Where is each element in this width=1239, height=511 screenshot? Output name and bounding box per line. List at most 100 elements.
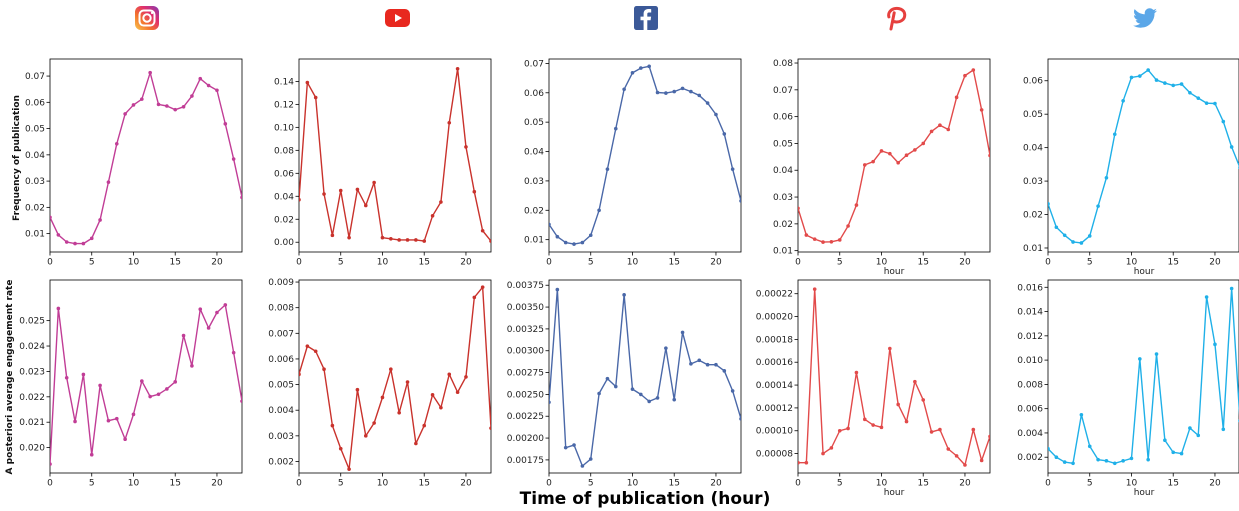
pinterest-icon xyxy=(887,6,907,31)
data-point xyxy=(804,233,809,237)
series-instagram-frequency xyxy=(50,70,242,246)
x-tick-label: 0 xyxy=(296,479,302,489)
y-tick-label: 0.08 xyxy=(773,59,793,69)
x-tick-label: 20 xyxy=(710,258,722,268)
y-tick-label: 0.00300 xyxy=(507,347,544,357)
y-tick-label: 0.05 xyxy=(773,139,793,149)
y-tick-label: 0.05 xyxy=(524,118,544,128)
x-axis-label: hour xyxy=(884,488,905,498)
data-point xyxy=(888,151,892,156)
x-tick-label: 15 xyxy=(418,479,429,489)
subplot-instagram-frequency: 0 5 10 15 20 0.01 0.02 0.03 0.04 0.05 0.06 0.07 xyxy=(25,58,243,268)
data-point xyxy=(798,206,800,211)
data-point xyxy=(714,112,718,117)
y-tick-label: 0.01 xyxy=(25,230,45,240)
data-point xyxy=(1087,234,1092,238)
data-point xyxy=(489,239,491,243)
data-point xyxy=(1112,132,1117,137)
data-point xyxy=(1129,75,1134,80)
subplot-instagram-engagement: 0 5 10 15 20 0.020 0.021 0.022 0.023 0.024 0.025 xyxy=(19,279,243,489)
x-tick-label: 10 xyxy=(1126,479,1138,489)
data-point xyxy=(1179,82,1184,86)
data-point xyxy=(1079,241,1084,245)
data-point xyxy=(106,180,111,184)
data-point xyxy=(1048,446,1050,451)
data-point xyxy=(372,421,376,425)
y-tick-label: 0.02 xyxy=(1023,211,1043,221)
x-tick-label: 15 xyxy=(169,479,180,489)
series-line xyxy=(549,288,741,467)
data-point xyxy=(1104,175,1109,180)
data-point xyxy=(472,295,477,300)
series-instagram-engagement xyxy=(50,303,242,466)
y-tick-label: 0.04 xyxy=(274,192,294,202)
y-tick-label: 0.00275 xyxy=(507,369,544,379)
data-point xyxy=(472,189,477,194)
x-tick-label: 20 xyxy=(460,258,472,268)
data-point xyxy=(730,389,735,393)
data-point xyxy=(480,285,485,289)
data-point xyxy=(798,460,800,465)
data-point xyxy=(555,234,560,239)
axes-frame xyxy=(49,279,243,474)
data-point xyxy=(1163,438,1167,443)
data-point xyxy=(664,91,668,95)
data-point xyxy=(430,393,435,397)
y-tick-label: 0.00020 xyxy=(756,313,793,323)
data-point xyxy=(148,394,152,399)
data-point xyxy=(140,379,144,383)
y-tick-label: 0.00022 xyxy=(756,290,793,300)
data-point xyxy=(1096,457,1100,462)
subplot-facebook-engagement: 0 5 10 15 20 0.00175 0.00200 0.00225 0.00250 0.00… xyxy=(507,279,742,489)
y-tick-label: 0.004 xyxy=(1017,429,1043,439)
data-point xyxy=(173,107,178,112)
data-point xyxy=(397,238,401,242)
data-point xyxy=(630,71,635,75)
data-point xyxy=(722,132,727,136)
data-point xyxy=(347,467,351,471)
data-point xyxy=(305,344,310,348)
data-point xyxy=(190,364,194,368)
data-point xyxy=(680,86,685,91)
data-point xyxy=(439,200,443,204)
data-point xyxy=(837,238,842,242)
data-point xyxy=(647,399,651,404)
data-point xyxy=(946,447,951,451)
data-point xyxy=(1229,286,1234,291)
data-point xyxy=(1071,461,1075,466)
data-point xyxy=(397,410,401,415)
data-point xyxy=(223,303,228,307)
axes-frame xyxy=(548,279,742,474)
data-point xyxy=(131,103,136,107)
x-tick-label: 0 xyxy=(1045,258,1051,268)
y-tick-label: 0.02 xyxy=(274,215,294,225)
series-line xyxy=(1048,69,1239,244)
y-tick-label: 0.021 xyxy=(19,418,45,428)
y-tick-label: 0.003 xyxy=(268,432,294,442)
data-point xyxy=(689,89,693,94)
x-tick-label: 0 xyxy=(1045,479,1051,489)
y-tick-label: 0.00 xyxy=(274,238,294,248)
data-point xyxy=(971,68,976,72)
x-tick-label: 10 xyxy=(128,258,140,268)
x-tick-label: 5 xyxy=(588,258,594,268)
y-tick-label: 0.012 xyxy=(1017,332,1043,342)
data-point xyxy=(1154,78,1159,82)
data-point xyxy=(422,239,427,243)
subplot-facebook-frequency: 0 5 10 15 20 0.01 0.02 0.03 0.04 0.05 0.06 0.07 xyxy=(524,58,742,268)
y-tick-label: 0.07 xyxy=(524,59,544,69)
series-twitter-frequency xyxy=(1048,68,1239,245)
data-point xyxy=(89,452,94,457)
data-point xyxy=(1171,450,1176,455)
data-point xyxy=(73,241,77,246)
x-tick-label: 15 xyxy=(169,258,180,268)
data-point xyxy=(322,192,326,196)
series-line xyxy=(549,65,741,245)
y-tick-label: 0.023 xyxy=(19,367,45,377)
data-point xyxy=(1213,101,1217,106)
x-tick-label: 15 xyxy=(917,479,928,489)
data-point xyxy=(1204,101,1209,105)
data-point xyxy=(572,242,576,246)
x-tick-label: 10 xyxy=(627,479,639,489)
data-point xyxy=(1104,459,1109,463)
